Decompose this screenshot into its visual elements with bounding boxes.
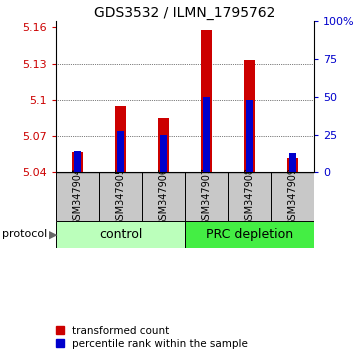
Text: GSM347908: GSM347908 bbox=[244, 167, 255, 226]
Bar bbox=[271, 172, 314, 221]
Bar bbox=[115, 106, 126, 172]
Bar bbox=[99, 172, 142, 221]
Text: GSM347904: GSM347904 bbox=[73, 167, 82, 226]
Bar bbox=[142, 172, 185, 221]
Bar bbox=[117, 131, 124, 172]
Bar bbox=[287, 158, 298, 172]
Text: GSM347907: GSM347907 bbox=[201, 167, 212, 226]
Bar bbox=[244, 60, 255, 172]
Text: GSM347905: GSM347905 bbox=[116, 167, 126, 226]
Bar bbox=[201, 30, 212, 172]
Bar bbox=[246, 100, 253, 172]
Text: GSM347909: GSM347909 bbox=[288, 167, 297, 226]
Bar bbox=[56, 172, 99, 221]
Text: ▶: ▶ bbox=[49, 229, 57, 239]
Bar bbox=[185, 221, 314, 248]
Text: control: control bbox=[99, 228, 142, 241]
Bar bbox=[185, 172, 228, 221]
Text: PRC depletion: PRC depletion bbox=[206, 228, 293, 241]
Title: GDS3532 / ILMN_1795762: GDS3532 / ILMN_1795762 bbox=[94, 6, 276, 20]
Text: GSM347906: GSM347906 bbox=[158, 167, 169, 226]
Bar bbox=[72, 152, 83, 172]
Bar bbox=[158, 118, 169, 172]
Bar bbox=[228, 172, 271, 221]
Bar bbox=[203, 97, 210, 172]
Bar bbox=[289, 153, 296, 172]
Bar bbox=[74, 151, 81, 172]
Bar bbox=[160, 135, 168, 172]
Text: protocol: protocol bbox=[2, 229, 47, 239]
Bar bbox=[56, 221, 185, 248]
Legend: transformed count, percentile rank within the sample: transformed count, percentile rank withi… bbox=[56, 326, 248, 349]
